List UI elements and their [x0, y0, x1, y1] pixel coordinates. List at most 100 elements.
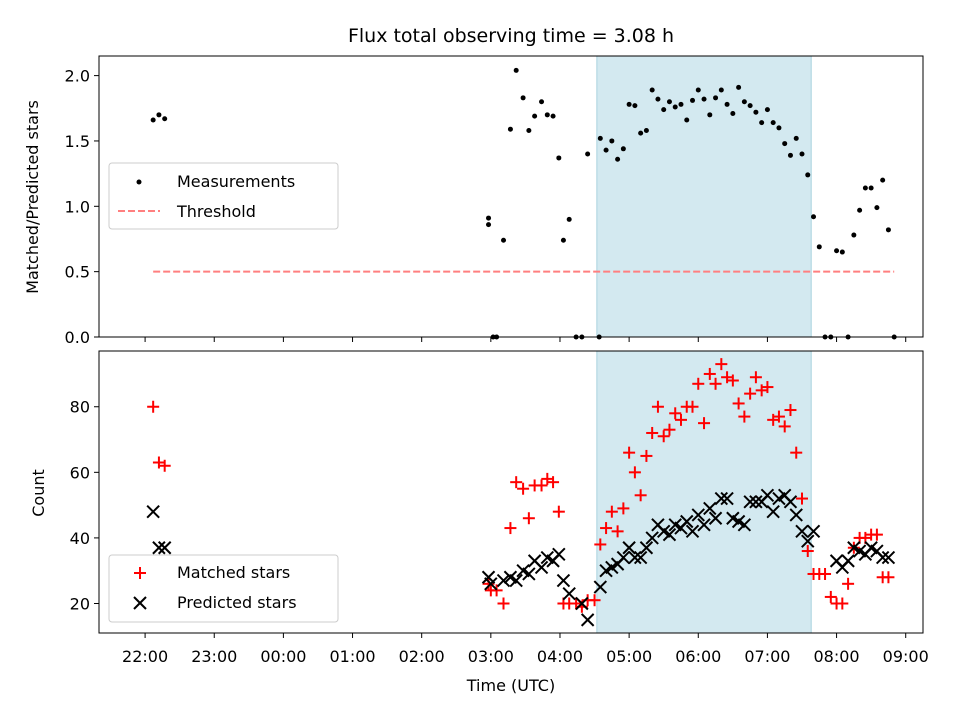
measurement-point	[834, 248, 840, 254]
predicted-stars-points	[146, 488, 896, 627]
measurement-point	[643, 127, 649, 133]
matched-star-point	[605, 505, 618, 518]
measurement-point	[690, 97, 696, 103]
top-panel: 0.00.51.01.52.0 Matched/Predicted stars …	[23, 55, 924, 347]
predicted-star-point	[152, 541, 166, 555]
predicted-star-point	[801, 534, 815, 548]
x-tick-label: 07:00	[744, 647, 790, 666]
bottom-axes-frame	[98, 350, 924, 634]
measurement-point	[851, 232, 857, 238]
predicted-star-point	[789, 508, 803, 522]
measurement-point	[626, 101, 632, 107]
measurement-point	[620, 146, 626, 152]
matched-star-point	[510, 476, 523, 489]
measurement-point	[585, 151, 591, 157]
matched-star-point	[686, 400, 699, 413]
matched-star-point	[836, 597, 849, 610]
matched-star-point	[600, 522, 613, 535]
measurement-point	[730, 111, 736, 117]
x-tick-label: 22:00	[122, 647, 168, 666]
predicted-star-point	[708, 511, 723, 525]
predicted-star-point	[680, 514, 694, 529]
measurement-point	[713, 95, 719, 101]
matched-star-point	[646, 426, 659, 439]
predicted-star-point	[720, 491, 734, 506]
matched-star-point	[663, 423, 676, 436]
measurement-point	[868, 185, 874, 191]
measurement-point	[539, 99, 545, 105]
matched-star-point	[547, 476, 560, 489]
measurement-point	[736, 84, 742, 90]
matched-star-point	[698, 417, 711, 430]
legend-predicted-marker	[133, 596, 147, 610]
top-y-axis-label: Matched/Predicted stars	[23, 100, 42, 294]
y-tick-label: 0.0	[65, 328, 90, 347]
measurement-point	[672, 104, 678, 110]
predicted-star-point	[691, 508, 705, 522]
top-axes-frame	[98, 55, 924, 338]
predicted-star-point	[881, 550, 896, 565]
y-tick-label: 2.0	[65, 67, 90, 86]
measurement-point	[513, 67, 519, 73]
measurement-point	[566, 216, 572, 222]
predicted-star-point	[157, 541, 172, 555]
predicted-star-point	[496, 573, 511, 588]
measurement-point	[776, 125, 782, 131]
measurement-point	[741, 99, 747, 105]
x-tick-label: 02:00	[399, 647, 445, 666]
matched-star-point	[703, 367, 716, 380]
matched-star-point	[490, 584, 503, 597]
legend-matched-label: Matched stars	[177, 563, 290, 582]
predicted-star-point	[593, 580, 608, 594]
matched-star-point	[594, 538, 607, 551]
matched-star-point	[504, 522, 517, 535]
legend-matched-marker	[134, 567, 146, 579]
measurement-point	[885, 227, 891, 233]
predicted-star-point	[645, 531, 659, 545]
x-tick-label: 23:00	[191, 647, 237, 666]
measurement-point	[666, 99, 672, 105]
bottom-x-ticks: 22:00 23:00 00:00 01:00 02:00 03:00 04:00 05:00…	[122, 633, 929, 666]
measurement-point	[764, 107, 770, 113]
measurement-point	[638, 130, 644, 136]
measurement-point	[799, 151, 805, 157]
measurement-point	[724, 101, 730, 107]
measurement-point	[793, 135, 799, 141]
predicted-star-point	[575, 596, 589, 611]
matched-star-point	[147, 400, 160, 413]
bottom-y-ticks: 20 40 60 80	[70, 398, 99, 613]
legend-threshold-label: Threshold	[176, 202, 256, 221]
predicted-star-point	[795, 524, 809, 539]
bottom-y-axis-label: Count	[29, 469, 48, 517]
matched-star-point	[819, 567, 832, 580]
measurement-point	[501, 237, 507, 243]
matched-star-point	[497, 597, 510, 610]
matched-star-point	[715, 358, 728, 371]
top-y-ticks: 0.0 0.5 1.0 1.5 2.0	[65, 67, 99, 347]
measurement-point	[787, 152, 793, 158]
measurement-point	[753, 109, 759, 115]
predicted-star-point	[580, 613, 595, 627]
matched-star-point	[738, 410, 751, 423]
measurement-point	[556, 155, 562, 161]
y-tick-label: 20	[70, 594, 90, 613]
predicted-star-point	[737, 518, 752, 532]
measurement-points	[150, 67, 897, 340]
measurement-point	[550, 113, 556, 119]
predicted-star-point	[639, 541, 654, 555]
bottom-observing-window	[596, 350, 812, 634]
top-x-ticks	[144, 337, 907, 342]
measurement-point	[695, 87, 701, 93]
matched-stars-points	[147, 358, 895, 613]
measurement-point	[609, 138, 615, 144]
matched-star-point	[651, 400, 664, 413]
measurement-point	[150, 117, 156, 123]
predicted-star-point	[616, 550, 631, 565]
predicted-star-point	[783, 495, 798, 509]
matched-star-point	[778, 420, 791, 433]
measurement-point	[156, 112, 162, 118]
matched-star-point	[522, 512, 535, 525]
matched-star-point	[870, 528, 883, 541]
measurement-point	[486, 222, 492, 228]
measurement-point	[770, 120, 776, 126]
